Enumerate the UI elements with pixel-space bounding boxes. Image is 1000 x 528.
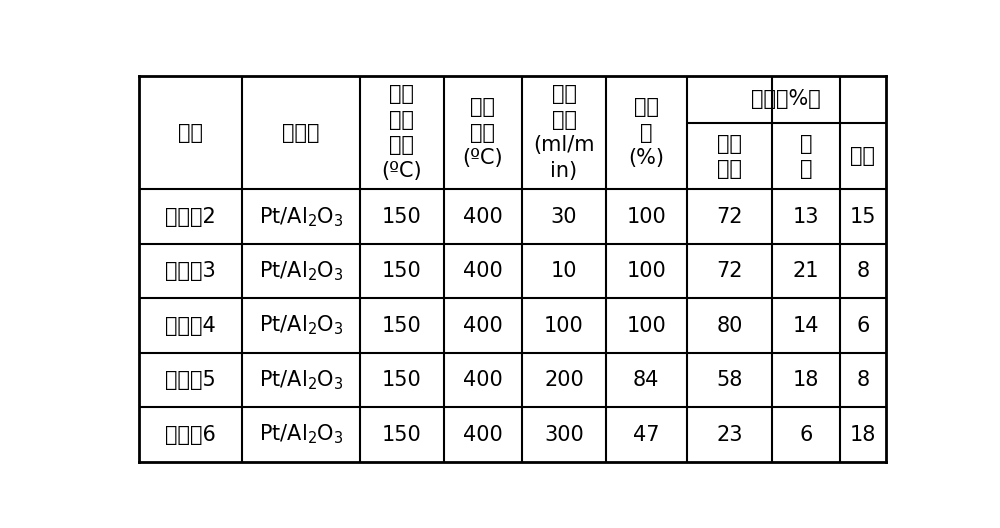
Text: 10: 10 — [551, 261, 577, 281]
Text: 80: 80 — [716, 316, 743, 336]
Text: 300: 300 — [544, 425, 584, 445]
Text: 6: 6 — [799, 425, 813, 445]
Text: Pt/Al$_2$O$_3$: Pt/Al$_2$O$_3$ — [259, 259, 343, 283]
Text: 序号: 序号 — [178, 122, 203, 143]
Text: 13: 13 — [793, 207, 819, 227]
Text: 收率（%）: 收率（%） — [751, 89, 821, 109]
Text: 载气
流速
(ml/m
in): 载气 流速 (ml/m in) — [533, 84, 595, 181]
Text: 100: 100 — [626, 316, 666, 336]
Text: Pt/Al$_2$O$_3$: Pt/Al$_2$O$_3$ — [259, 205, 343, 229]
Text: 甲
苯: 甲 苯 — [800, 134, 812, 179]
Text: 72: 72 — [716, 207, 743, 227]
Text: 8: 8 — [856, 261, 869, 281]
Text: 84: 84 — [633, 370, 659, 390]
Text: 400: 400 — [463, 425, 503, 445]
Text: 实施例6: 实施例6 — [165, 425, 216, 445]
Text: 150: 150 — [382, 425, 422, 445]
Text: 18: 18 — [850, 425, 876, 445]
Text: 150: 150 — [382, 370, 422, 390]
Text: 实施例5: 实施例5 — [165, 370, 216, 390]
Text: 实施例2: 实施例2 — [165, 207, 216, 227]
Text: Pt/Al$_2$O$_3$: Pt/Al$_2$O$_3$ — [259, 314, 343, 337]
Text: 400: 400 — [463, 207, 503, 227]
Text: 400: 400 — [463, 316, 503, 336]
Text: 58: 58 — [716, 370, 743, 390]
Text: 150: 150 — [382, 316, 422, 336]
Text: 实施例3: 实施例3 — [165, 261, 216, 281]
Text: 15: 15 — [850, 207, 876, 227]
Text: 对二
甲苯: 对二 甲苯 — [717, 134, 742, 179]
Text: 100: 100 — [626, 261, 666, 281]
Text: 400: 400 — [463, 370, 503, 390]
Text: 23: 23 — [716, 425, 743, 445]
Text: 100: 100 — [626, 207, 666, 227]
Text: 47: 47 — [633, 425, 659, 445]
Text: 8: 8 — [856, 370, 869, 390]
Text: 21: 21 — [793, 261, 819, 281]
Text: 原料
气化
温度
(ºC): 原料 气化 温度 (ºC) — [382, 84, 422, 181]
Text: 30: 30 — [551, 207, 577, 227]
Text: 反应
温度
(ºC): 反应 温度 (ºC) — [463, 97, 503, 168]
Text: 72: 72 — [716, 261, 743, 281]
Text: 14: 14 — [793, 316, 819, 336]
Text: 150: 150 — [382, 207, 422, 227]
Text: 18: 18 — [793, 370, 819, 390]
Text: 200: 200 — [544, 370, 584, 390]
Text: 100: 100 — [544, 316, 584, 336]
Text: 其它: 其它 — [850, 146, 875, 166]
Text: 400: 400 — [463, 261, 503, 281]
Text: Pt/Al$_2$O$_3$: Pt/Al$_2$O$_3$ — [259, 369, 343, 392]
Text: 6: 6 — [856, 316, 870, 336]
Text: 150: 150 — [382, 261, 422, 281]
Text: Pt/Al$_2$O$_3$: Pt/Al$_2$O$_3$ — [259, 423, 343, 446]
Text: 实施例4: 实施例4 — [165, 316, 216, 336]
Text: 转化
率
(%): 转化 率 (%) — [628, 97, 664, 168]
Text: 催化剂: 催化剂 — [282, 122, 320, 143]
